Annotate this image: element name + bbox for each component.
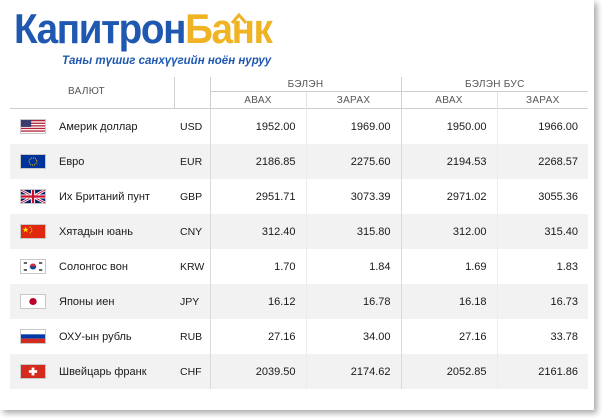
logo-chevron-icon <box>231 12 247 24</box>
noncash-sell-rate: 1.83 <box>496 249 589 284</box>
rates-panel: КапитронБанк Таны түшиг санхүүгийн ноён … <box>0 0 594 389</box>
noncash-buy-rate: 27.16 <box>400 319 498 354</box>
cash-sell-header: ЗАРАХ <box>305 91 402 109</box>
currency-name: ОХУ-ын рубль <box>59 330 132 343</box>
noncash-buy-rate: 1.69 <box>400 249 498 284</box>
noncash-buy-rate: 2971.02 <box>400 179 498 214</box>
exchange-rates-table: ВАЛЮТ БЭЛЭН БЭЛЭН БУС АВАХ ЗАРАХ АВАХ ЗА… <box>10 77 589 389</box>
us-flag-icon <box>20 119 46 134</box>
noncash-sell-rate: 1966.00 <box>496 109 589 144</box>
table-row: Хятадын юань CNY 312.40 315.80 312.00 31… <box>10 214 589 249</box>
noncash-sell-rate: 33.78 <box>496 319 589 354</box>
cash-sell-rate: 34.00 <box>305 319 402 354</box>
noncash-sell-rate: 3055.36 <box>496 179 589 214</box>
china-flag-icon <box>20 224 46 239</box>
noncash-sell-rate: 315.40 <box>496 214 589 249</box>
bank-logo: КапитронБанк <box>14 4 273 54</box>
currency-code: CHF <box>174 354 211 389</box>
noncash-group-header: БЭЛЭН БУС <box>400 77 589 92</box>
currency-name: Америк доллар <box>59 120 138 133</box>
logo-text-part2: Банк <box>185 5 273 52</box>
noncash-sell-rate: 2161.86 <box>496 354 589 389</box>
cash-buy-rate: 2039.50 <box>209 354 307 389</box>
noncash-buy-rate: 312.00 <box>400 214 498 249</box>
cash-sell-rate: 16.78 <box>305 284 402 319</box>
cash-group-header: БЭЛЭН <box>209 77 402 92</box>
currency-code: RUB <box>180 330 203 343</box>
currency-code: JPY <box>174 284 211 319</box>
logo-text-part1: Капитрон <box>14 5 186 52</box>
currency-name: Японы иен <box>56 284 175 319</box>
table-row: Евро EUR 2186.85 2275.60 2194.53 2268.57 <box>10 144 589 179</box>
currency-code: EUR <box>174 144 211 179</box>
bank-tagline: Таны түшиг санхүүгийн ноён нуруу <box>62 55 272 67</box>
cash-buy-rate: 2186.85 <box>209 144 307 179</box>
currency-code: KRW <box>180 260 205 273</box>
currency-name: Евро <box>56 144 175 179</box>
cash-sell-rate: 1969.00 <box>305 109 402 144</box>
eu-flag-icon <box>20 154 46 169</box>
japan-flag-icon <box>20 294 46 309</box>
swiss-flag-icon <box>20 364 46 379</box>
uk-flag-icon <box>20 189 46 204</box>
noncash-buy-rate: 16.18 <box>400 284 498 319</box>
cash-buy-rate: 1.70 <box>209 249 307 284</box>
table-row: Солонгос вон KRW 1.70 1.84 1.69 1.83 <box>10 249 589 284</box>
currency-code: USD <box>180 120 203 133</box>
noncash-buy-header: АВАХ <box>400 91 498 109</box>
noncash-buy-rate: 2194.53 <box>400 144 498 179</box>
cash-sell-rate: 2174.62 <box>305 354 402 389</box>
table-row: Японы иен JPY 16.12 16.78 16.18 16.73 <box>10 284 589 319</box>
russia-flag-icon <box>20 329 46 344</box>
cash-buy-rate: 312.40 <box>209 214 307 249</box>
table-row: Америк доллар USD 1952.00 1969.00 1950.0… <box>10 109 589 144</box>
currency-name: Швейцарь франк <box>56 354 175 389</box>
cash-sell-rate: 3073.39 <box>305 179 402 214</box>
table-row: Их Британий пунт GBP 2951.71 3073.39 297… <box>10 179 589 214</box>
currency-column-header: ВАЛЮТ <box>68 86 105 97</box>
noncash-buy-rate: 2052.85 <box>400 354 498 389</box>
cash-sell-rate: 2275.60 <box>305 144 402 179</box>
bank-header: КапитронБанк Таны түшиг санхүүгийн ноён … <box>0 0 594 74</box>
currency-name: Их Британий пунт <box>59 190 150 203</box>
table-row: ОХУ-ын рубль RUB 27.16 34.00 27.16 33.78 <box>10 319 589 354</box>
cash-sell-rate: 315.80 <box>305 214 402 249</box>
korea-flag-icon <box>20 259 46 274</box>
cash-buy-rate: 1952.00 <box>209 109 307 144</box>
cash-buy-header: АВАХ <box>209 91 307 109</box>
noncash-sell-rate: 2268.57 <box>496 144 589 179</box>
code-column-header <box>173 77 211 109</box>
currency-code: GBP <box>180 190 203 203</box>
table-row: Швейцарь франк CHF 2039.50 2174.62 2052.… <box>10 354 589 389</box>
cash-buy-rate: 27.16 <box>209 319 307 354</box>
noncash-buy-rate: 1950.00 <box>400 109 498 144</box>
cash-buy-rate: 16.12 <box>209 284 307 319</box>
cash-buy-rate: 2951.71 <box>209 179 307 214</box>
currency-name: Солонгос вон <box>59 260 128 273</box>
currency-name: Хятадын юань <box>56 214 175 249</box>
currency-code: CNY <box>174 214 211 249</box>
noncash-sell-header: ЗАРАХ <box>496 91 589 109</box>
cash-sell-rate: 1.84 <box>305 249 402 284</box>
noncash-sell-rate: 16.73 <box>496 284 589 319</box>
